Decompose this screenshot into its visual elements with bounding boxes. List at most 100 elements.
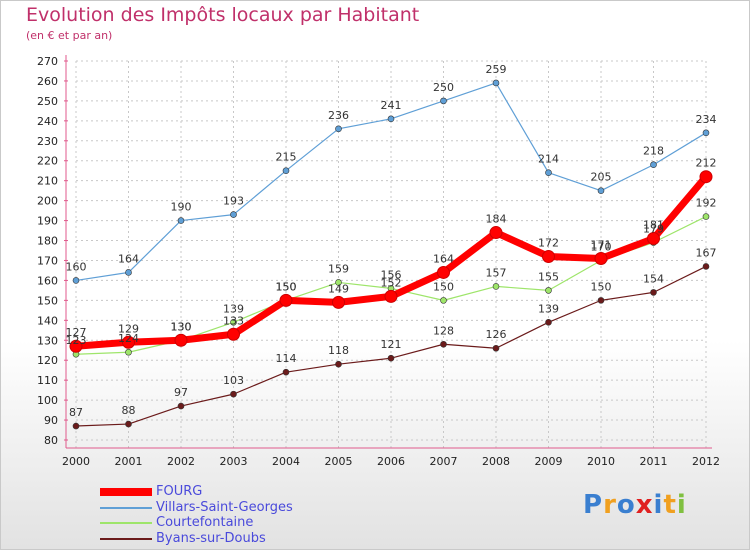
data-label: 130 <box>171 320 192 333</box>
data-label: 172 <box>538 236 559 249</box>
logo-letter: x <box>635 490 654 520</box>
data-point <box>230 211 237 218</box>
data-label: 157 <box>486 266 507 279</box>
y-tick-label: 170 <box>37 254 58 267</box>
data-point <box>440 297 447 304</box>
data-point <box>699 170 713 184</box>
data-label: 114 <box>276 352 297 365</box>
data-label: 128 <box>433 324 454 337</box>
data-point <box>647 232 660 246</box>
data-label: 152 <box>381 276 402 289</box>
data-label: 156 <box>381 268 402 281</box>
proxiti-logo: Proxiti <box>583 490 687 520</box>
y-axis-ticks: 80 90 100 110 120 130 140 150 160 170 180 190 200 210… <box>37 55 58 447</box>
data-label: 124 <box>118 332 139 345</box>
data-point <box>177 217 185 224</box>
data-label: 190 <box>171 201 192 214</box>
data-label: 184 <box>486 213 507 226</box>
data-label: 155 <box>538 270 559 283</box>
data-label: 250 <box>433 81 454 94</box>
x-tick-label: 2001 <box>115 455 143 468</box>
logo-letter: o <box>616 490 636 520</box>
data-point <box>125 269 132 276</box>
data-labels: 160 164 190 193 215 236 241 250 259 214 205 218 234 1… <box>66 63 717 419</box>
data-point <box>384 289 398 303</box>
data-label: 170 <box>591 240 612 253</box>
data-label: 164 <box>433 252 454 265</box>
data-label: 154 <box>643 272 664 285</box>
data-point <box>230 319 237 326</box>
data-label: 150 <box>276 280 297 293</box>
data-label: 212 <box>696 157 717 170</box>
data-point <box>177 402 185 410</box>
data-point <box>125 420 132 428</box>
data-label: 234 <box>696 113 717 126</box>
chart-subtitle: (en € et par an) <box>26 29 113 42</box>
y-tick-label: 150 <box>37 294 58 307</box>
data-label: 150 <box>276 280 297 293</box>
data-point <box>174 333 188 347</box>
grid-lines <box>64 55 712 449</box>
data-label: 193 <box>223 195 244 208</box>
y-tick-label: 120 <box>37 354 58 367</box>
legend-swatch <box>100 488 152 496</box>
data-point <box>545 287 552 294</box>
data-point <box>279 293 293 307</box>
x-tick-label: 2008 <box>482 455 510 468</box>
data-point <box>437 265 450 279</box>
data-label: 241 <box>381 99 402 112</box>
data-label: 123 <box>66 334 87 347</box>
y-tick-label: 210 <box>37 175 58 188</box>
data-point <box>335 125 342 133</box>
logo-letter: i <box>653 490 664 520</box>
legend-label: Byans-sur-Doubs <box>156 530 266 546</box>
y-tick-label: 270 <box>37 55 58 68</box>
data-label: 215 <box>276 151 297 164</box>
data-label: 139 <box>223 302 244 315</box>
data-label: 129 <box>118 322 139 335</box>
chart-title: Evolution des Impôts locaux par Habitant <box>26 4 420 26</box>
data-point <box>594 251 608 265</box>
y-tick-label: 90 <box>44 414 58 427</box>
data-point <box>492 283 500 290</box>
data-point <box>332 295 345 309</box>
data-label: 171 <box>591 238 612 251</box>
x-tick-label: 2011 <box>640 455 668 468</box>
x-tick-label: 2009 <box>535 455 563 468</box>
y-tick-label: 100 <box>37 394 58 407</box>
data-point <box>69 339 83 353</box>
logo-letter: P <box>583 490 604 520</box>
data-point <box>702 213 710 220</box>
data-label: 181 <box>643 219 664 232</box>
legend-swatch <box>100 522 152 524</box>
logo-letter: r <box>603 490 617 520</box>
data-label: 150 <box>591 280 612 293</box>
data-point <box>282 167 290 175</box>
y-tick-label: 200 <box>37 195 58 208</box>
y-tick-label: 180 <box>37 235 58 248</box>
data-point <box>387 354 395 362</box>
data-label: 179 <box>643 223 664 236</box>
y-tick-label: 260 <box>37 75 58 88</box>
data-point <box>702 263 710 270</box>
data-label: 88 <box>122 404 136 417</box>
x-tick-label: 2012 <box>692 455 720 468</box>
data-label: 218 <box>643 145 664 158</box>
data-point <box>230 390 237 398</box>
data-label: 121 <box>381 338 402 351</box>
data-point <box>72 422 80 430</box>
data-label: 164 <box>118 252 139 265</box>
data-point <box>492 79 500 87</box>
data-label: 150 <box>433 280 454 293</box>
legend-swatch <box>100 537 152 540</box>
y-tick-label: 240 <box>37 115 58 128</box>
y-tick-label: 80 <box>44 434 58 447</box>
x-axis-ticks: 2000 2001 2002 2003 2004 2005 2006 2007 2008 2009… <box>62 455 720 468</box>
data-point <box>542 249 555 263</box>
legend-swatch <box>100 506 152 509</box>
legend-label: FOURG <box>156 484 203 499</box>
data-label: 118 <box>328 344 349 357</box>
data-label: 160 <box>66 260 87 273</box>
legend-label: Courtefontaine <box>156 515 254 530</box>
data-label: 130 <box>171 320 192 333</box>
